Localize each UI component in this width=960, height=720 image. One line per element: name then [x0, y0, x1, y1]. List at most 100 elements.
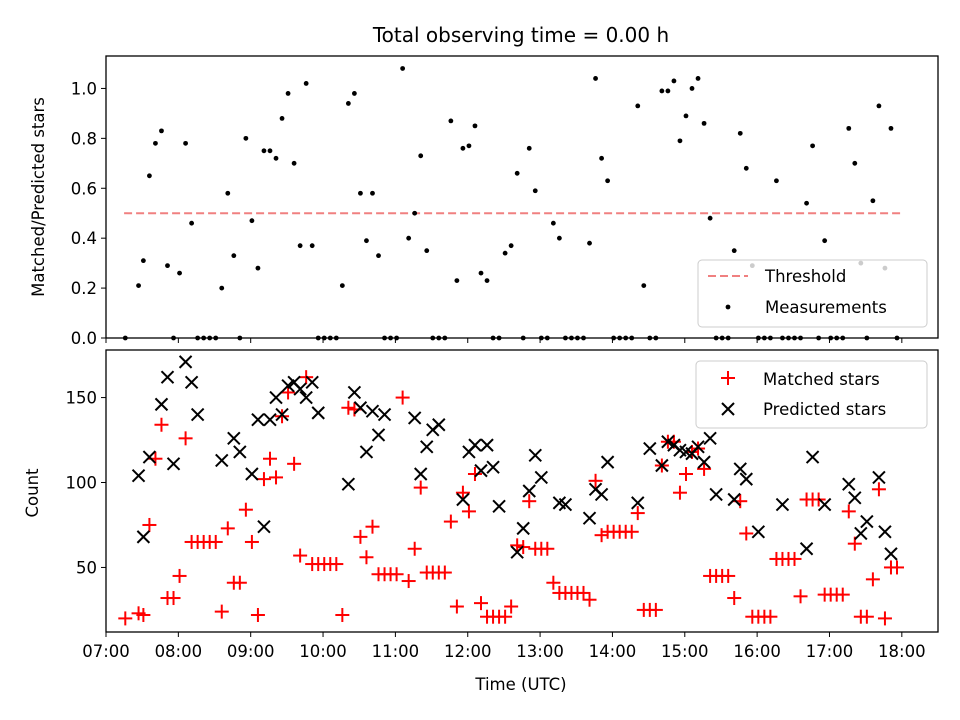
measurement-point [376, 253, 381, 259]
predicted-star-point [353, 401, 368, 415]
measurement-point [177, 270, 182, 276]
measurement-point [532, 188, 538, 194]
predicted-star-point [305, 375, 319, 389]
matched-star-point [455, 485, 470, 500]
matched-star-point [648, 602, 663, 617]
measurement-point [556, 235, 562, 241]
predicted-star-point [468, 438, 482, 452]
matched-star-point [353, 529, 368, 544]
bottom-x-tick-label: 13:00 [516, 642, 564, 661]
matched-star-point [697, 461, 712, 476]
predicted-star-point [190, 407, 205, 422]
matched-star-point [739, 526, 754, 541]
predicted-star-point [709, 487, 723, 502]
measurement-point [484, 278, 490, 284]
matched-star-point [546, 575, 561, 590]
measurement-point [689, 86, 695, 91]
measurement-point [810, 143, 815, 149]
bottom-x-tick-label: 07:00 [82, 642, 130, 661]
predicted-star-point [233, 445, 247, 459]
measurement-point [358, 190, 363, 196]
chart-title: Total observing time = 0.00 h [372, 23, 669, 47]
predicted-star-point [751, 525, 766, 539]
matched-star-point [461, 504, 476, 519]
measurement-point [677, 138, 683, 144]
matched-star-point [890, 560, 905, 575]
top-panel: Total observing time = 0.00 h 0.00.20.40… [29, 23, 939, 348]
predicted-star-point [582, 511, 597, 525]
matched-star-point [522, 494, 537, 509]
bottom-x-tick-label: 14:00 [589, 642, 637, 661]
matched-star-point [624, 524, 639, 539]
predicted-legend-label: Predicted stars [763, 400, 886, 419]
matched-star-point [389, 567, 404, 582]
measurement-point [400, 66, 406, 71]
predicted-star-point [347, 385, 362, 400]
predicted-star-point [739, 472, 753, 486]
predicted-star-point [136, 530, 151, 544]
measurement-point [870, 198, 876, 204]
measurement-point [804, 200, 809, 206]
predicted-star-point [799, 542, 814, 556]
bottom-x-tick-label: 16:00 [733, 642, 781, 661]
matched-star-point [293, 548, 308, 563]
predicted-star-point [805, 450, 820, 464]
bottom-legend-box [695, 360, 928, 429]
matched-star-point [763, 609, 778, 624]
predicted-star-point [359, 445, 374, 459]
matched-star-point [395, 390, 410, 405]
measurement-point [665, 88, 671, 94]
predicted-star-point [486, 460, 500, 474]
matched-star-point [540, 541, 555, 556]
predicted-star-point [154, 397, 169, 412]
measurement-point [309, 243, 315, 249]
predicted-star-point [245, 467, 259, 481]
measurement-point [231, 253, 237, 259]
predicted-star-point [474, 463, 488, 478]
predicted-star-point [528, 448, 542, 463]
measurement-point [165, 263, 170, 269]
predicted-star-point [269, 390, 283, 405]
predicted-star-point [142, 450, 157, 464]
top-y-tick-label: 0.0 [71, 329, 97, 348]
predicted-star-point [727, 492, 741, 507]
measurement-point [737, 130, 743, 136]
predicted-star-point [534, 470, 548, 485]
predicted-star-point [251, 412, 265, 427]
measurement-point [183, 140, 188, 146]
measurement-point [279, 115, 285, 121]
matched-star-point [220, 521, 235, 536]
predicted-star-point [131, 469, 146, 483]
measurement-point [261, 148, 267, 154]
matched-star-point [504, 599, 519, 614]
measurement-point [659, 88, 665, 94]
measurement-point [370, 190, 375, 196]
top-y-tick-label: 0.2 [71, 279, 97, 298]
measurement-point [671, 78, 677, 84]
measurement-point [822, 238, 828, 244]
matched-star-point [287, 456, 302, 471]
measurement-point [418, 153, 424, 159]
measurement-point [460, 145, 466, 151]
bottom-x-tick-label: 11:00 [372, 642, 420, 661]
predicted-star-point [817, 497, 832, 512]
measurement-point [605, 178, 611, 184]
measurement-point [774, 178, 779, 184]
measurement-point [701, 120, 707, 126]
x-axis-label: Time (UTC) [474, 675, 566, 694]
measurement-point [731, 248, 737, 254]
matched-star-point [238, 502, 253, 517]
bottom-x-ticks: 07:00 08:00 09:00 10:00 11:00 12:00 13:00 14:00… [82, 632, 926, 661]
measurement-point [159, 128, 164, 134]
measurement-point [502, 250, 508, 256]
measurement-point [448, 118, 454, 124]
matched-star-point [142, 517, 157, 532]
bottom-x-tick-label: 10:00 [299, 642, 347, 661]
matched-star-point [498, 609, 513, 624]
matched-star-point [467, 467, 482, 482]
predicted-star-point [341, 477, 356, 491]
predicted-star-point [257, 519, 271, 534]
matched-star-point [329, 557, 344, 572]
measurement-point [424, 248, 430, 254]
